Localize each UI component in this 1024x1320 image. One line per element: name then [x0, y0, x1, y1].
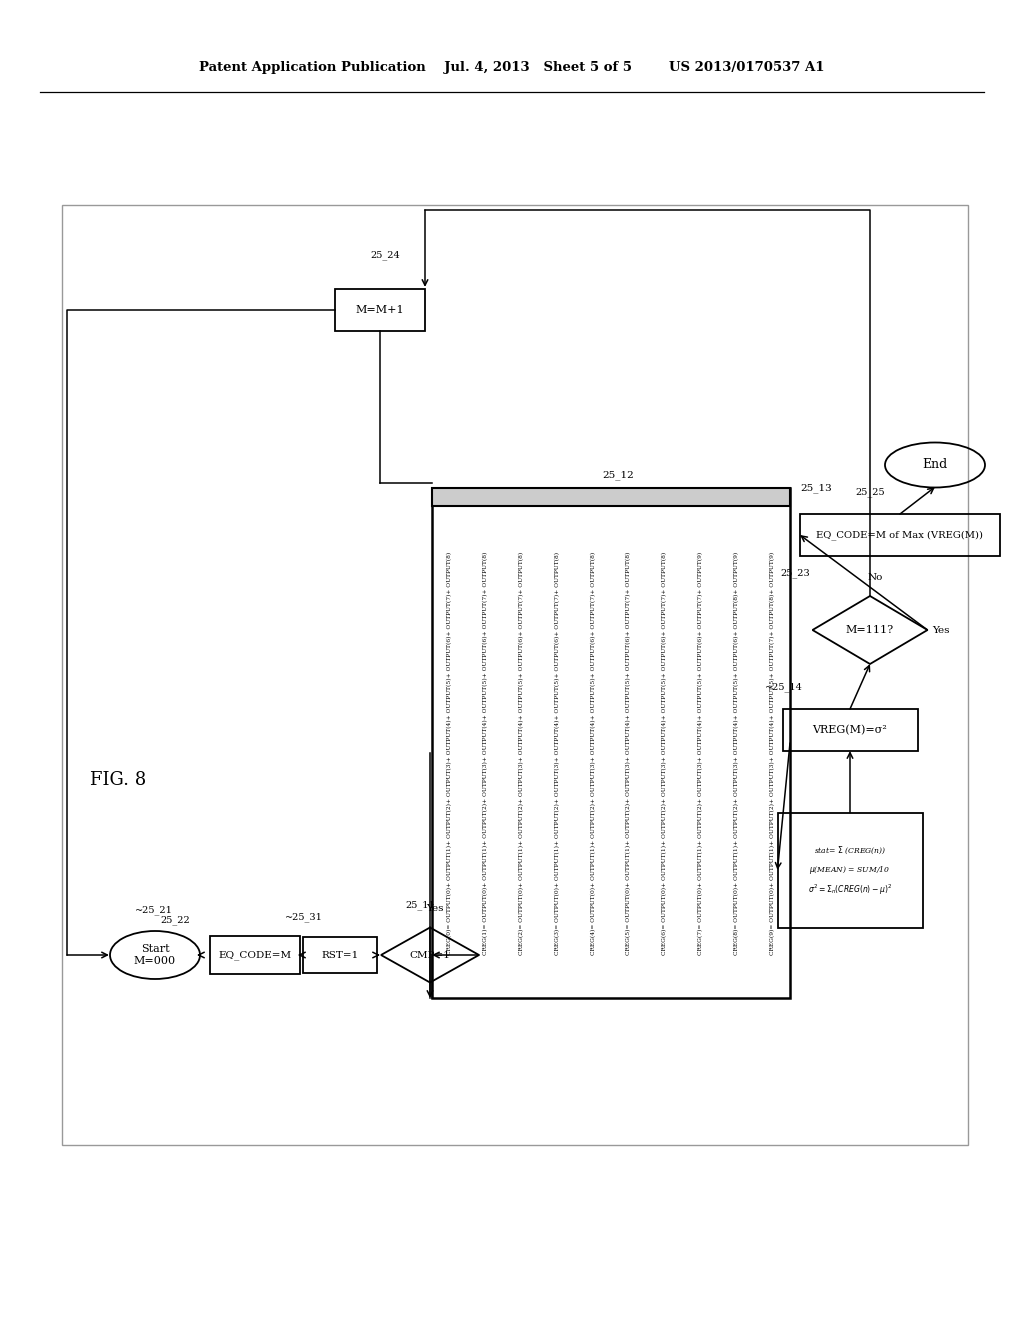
Text: 25_12: 25_12: [602, 470, 634, 480]
Text: CREG(5)= OUTPUT(0)+ OUTPUT(1)+ OUTPUT(2)+ OUTPUT(3)+ OUTPUT(4)+ OUTPUT(5)+ OUTPU: CREG(5)= OUTPUT(0)+ OUTPUT(1)+ OUTPUT(2)…: [627, 552, 632, 954]
Text: CMP=1: CMP=1: [410, 950, 451, 960]
Text: End: End: [923, 458, 947, 471]
Text: M=M+1: M=M+1: [355, 305, 404, 315]
Text: FIG. 8: FIG. 8: [90, 771, 146, 789]
Text: CREG(6)= OUTPUT(0)+ OUTPUT(1)+ OUTPUT(2)+ OUTPUT(3)+ OUTPUT(4)+ OUTPUT(5)+ OUTPU: CREG(6)= OUTPUT(0)+ OUTPUT(1)+ OUTPUT(2)…: [663, 552, 668, 954]
Text: 25_11: 25_11: [406, 900, 435, 909]
Text: CREG(7)= OUTPUT(0)+ OUTPUT(1)+ OUTPUT(2)+ OUTPUT(3)+ OUTPUT(4)+ OUTPUT(5)+ OUTPU: CREG(7)= OUTPUT(0)+ OUTPUT(1)+ OUTPUT(2)…: [698, 552, 703, 954]
Text: M=111?: M=111?: [846, 624, 894, 635]
Text: VREG(M)=σ²: VREG(M)=σ²: [813, 725, 888, 735]
Text: CREG(4)= OUTPUT(0)+ OUTPUT(1)+ OUTPUT(2)+ OUTPUT(3)+ OUTPUT(4)+ OUTPUT(5)+ OUTPU: CREG(4)= OUTPUT(0)+ OUTPUT(1)+ OUTPUT(2)…: [591, 552, 596, 954]
Text: ~25_21: ~25_21: [135, 906, 173, 915]
Text: CREG(9)= OUTPUT(0)+ OUTPUT(1)+ OUTPUT(2)+ OUTPUT(3)+ OUTPUT(4)+ OUTPUT(5)+ OUTPU: CREG(9)= OUTPUT(0)+ OUTPUT(1)+ OUTPUT(2)…: [769, 552, 775, 954]
Text: CREG(2)= OUTPUT(0)+ OUTPUT(1)+ OUTPUT(2)+ OUTPUT(3)+ OUTPUT(4)+ OUTPUT(5)+ OUTPU: CREG(2)= OUTPUT(0)+ OUTPUT(1)+ OUTPUT(2)…: [519, 552, 524, 954]
Text: EQ_CODE=M: EQ_CODE=M: [218, 950, 292, 960]
Text: 25_13: 25_13: [800, 483, 831, 492]
Text: 25_23: 25_23: [780, 569, 810, 578]
Text: M=000: M=000: [134, 956, 176, 966]
Text: CREG(8)= OUTPUT(0)+ OUTPUT(1)+ OUTPUT(2)+ OUTPUT(3)+ OUTPUT(4)+ OUTPUT(5)+ OUTPU: CREG(8)= OUTPUT(0)+ OUTPUT(1)+ OUTPUT(2)…: [734, 552, 739, 954]
Text: EQ_CODE=M of Max (VREG(M)): EQ_CODE=M of Max (VREG(M)): [816, 531, 983, 540]
Text: ~25_14: ~25_14: [765, 682, 803, 692]
Text: 25_24: 25_24: [370, 251, 400, 260]
Text: 25_25: 25_25: [855, 487, 885, 498]
Text: Start: Start: [140, 944, 169, 954]
Text: No: No: [867, 573, 883, 582]
Text: CREG(3)= OUTPUT(0)+ OUTPUT(1)+ OUTPUT(2)+ OUTPUT(3)+ OUTPUT(4)+ OUTPUT(5)+ OUTPU: CREG(3)= OUTPUT(0)+ OUTPUT(1)+ OUTPUT(2)…: [555, 552, 560, 954]
Text: 25_22: 25_22: [160, 915, 189, 925]
Text: CREG(0)= OUTPUT(0)+ OUTPUT(1)+ OUTPUT(2)+ OUTPUT(3)+ OUTPUT(4)+ OUTPUT(5)+ OUTPU: CREG(0)= OUTPUT(0)+ OUTPUT(1)+ OUTPUT(2)…: [447, 552, 453, 954]
Text: Yes: Yes: [932, 626, 949, 635]
Text: $\mu$(MEAN) = SUM/10: $\mu$(MEAN) = SUM/10: [809, 865, 891, 876]
Text: stat= $\Sigma$ (CREG(n)): stat= $\Sigma$ (CREG(n)): [814, 845, 886, 855]
Text: CREG(1)= OUTPUT(0)+ OUTPUT(1)+ OUTPUT(2)+ OUTPUT(3)+ OUTPUT(4)+ OUTPUT(5)+ OUTPU: CREG(1)= OUTPUT(0)+ OUTPUT(1)+ OUTPUT(2)…: [483, 552, 488, 954]
Text: Yes: Yes: [426, 904, 443, 913]
Text: Patent Application Publication    Jul. 4, 2013   Sheet 5 of 5        US 2013/017: Patent Application Publication Jul. 4, 2…: [200, 62, 824, 74]
Text: $\sigma^2 = \Sigma_n(CREG(n) - \mu)^2$: $\sigma^2 = \Sigma_n(CREG(n) - \mu)^2$: [808, 883, 892, 898]
FancyBboxPatch shape: [432, 488, 790, 506]
Text: RST=1: RST=1: [322, 950, 358, 960]
Text: ~25_31: ~25_31: [285, 912, 323, 921]
